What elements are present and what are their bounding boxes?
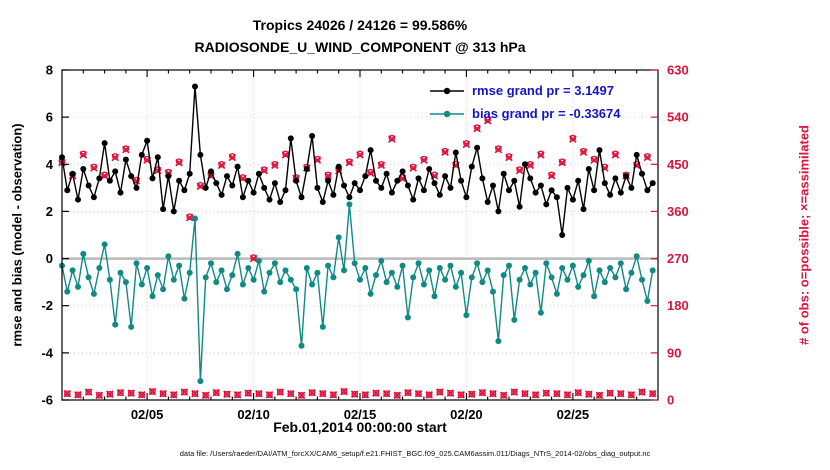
left-tick-label: 4 [46, 157, 54, 172]
x-tick-label: 02/15 [344, 407, 377, 422]
rmse-series [59, 83, 656, 238]
x-tick-label: 02/05 [131, 407, 164, 422]
left-tick-label: -6 [41, 393, 53, 408]
right-tick-label: 270 [667, 251, 689, 266]
left-tick-label: 8 [46, 63, 53, 78]
left-tick-label: -2 [41, 298, 53, 313]
right-tick-label: 360 [667, 204, 689, 219]
x-axis-label: Feb.01,2014 00:00:00 start [273, 419, 447, 435]
chart-title-line1: Tropics 24026 / 24126 = 99.586% [252, 17, 468, 33]
legend: rmse grand pr = 3.1497 bias grand pr = -0… [428, 79, 620, 125]
bias-series [59, 201, 656, 385]
bias-legend-marker [430, 110, 464, 117]
chart-title-line2: RADIOSONDE_U_WIND_COMPONENT @ 313 hPa [194, 39, 526, 55]
right-tick-label: 90 [667, 345, 681, 360]
right-axis-label: # of obs: o=possible; ×=assimilated [796, 125, 812, 345]
data-file-footer: data file: /Users/raeder/DAI/ATM_forcXX/… [179, 449, 651, 458]
legend-item-bias: bias grand pr = -0.33674 [428, 102, 620, 125]
x-tick-label: 02/20 [450, 407, 483, 422]
legend-label-rmse: rmse grand pr = 3.1497 [472, 83, 614, 98]
left-tick-label: -4 [41, 345, 53, 360]
rmse-legend-marker [430, 87, 464, 94]
legend-item-rmse: rmse grand pr = 3.1497 [428, 79, 620, 102]
right-tick-label: 450 [667, 157, 689, 172]
right-tick-label: 630 [667, 63, 689, 78]
axis-ticks: -6 -4 -2 0 2 4 6 8 0 90 180 270 360 450 540 630 02/05 02/… [41, 63, 688, 423]
left-tick-label: 2 [46, 204, 53, 219]
legend-label-bias: bias grand pr = -0.33674 [472, 106, 621, 121]
right-tick-label: 540 [667, 110, 689, 125]
right-tick-label: 0 [667, 393, 674, 408]
left-tick-label: 0 [46, 251, 53, 266]
right-tick-label: 180 [667, 298, 689, 313]
x-tick-label: 02/10 [237, 407, 270, 422]
left-axis-label: rmse and bias (model - observation) [9, 123, 25, 347]
obs-possible-markers [58, 116, 657, 399]
left-tick-label: 6 [46, 110, 53, 125]
x-tick-label: 02/25 [557, 407, 590, 422]
